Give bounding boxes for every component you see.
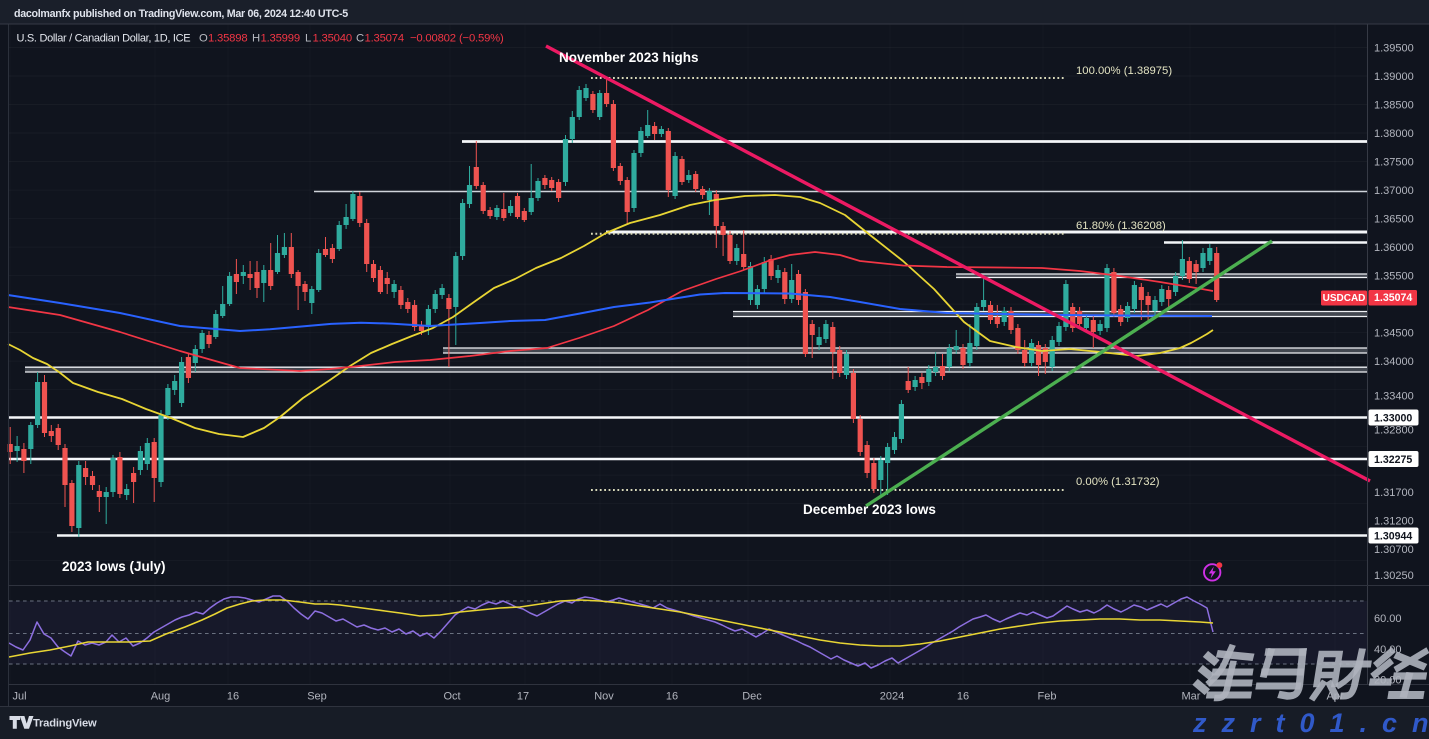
svg-text:H: H bbox=[252, 33, 260, 45]
svg-text:USDCAD: USDCAD bbox=[1323, 293, 1366, 304]
svg-text:100.00% (1.38975): 100.00% (1.38975) bbox=[1076, 65, 1172, 77]
svg-text:U.S. Dollar / Canadian Dollar,: U.S. Dollar / Canadian Dollar, 1D, ICE bbox=[17, 33, 191, 45]
svg-text:Jul: Jul bbox=[12, 691, 26, 703]
svg-text:16: 16 bbox=[666, 691, 678, 703]
svg-text:1.34000: 1.34000 bbox=[1374, 356, 1414, 368]
svg-text:61.80% (1.36208): 61.80% (1.36208) bbox=[1076, 220, 1166, 232]
svg-text:1.34500: 1.34500 bbox=[1374, 328, 1414, 340]
svg-text:TradingView: TradingView bbox=[33, 718, 97, 730]
svg-text:Dec: Dec bbox=[742, 691, 762, 703]
svg-text:1.38000: 1.38000 bbox=[1374, 128, 1414, 140]
svg-text:L: L bbox=[305, 33, 311, 45]
svg-text:1.31700: 1.31700 bbox=[1374, 487, 1414, 499]
svg-text:zzrt01.cn: zzrt01.cn bbox=[1192, 708, 1429, 738]
svg-text:Mar: Mar bbox=[1182, 691, 1201, 703]
svg-text:1.30700: 1.30700 bbox=[1374, 544, 1414, 556]
svg-text:0.00% (1.31732): 0.00% (1.31732) bbox=[1076, 476, 1160, 488]
svg-text:1.37500: 1.37500 bbox=[1374, 157, 1414, 169]
svg-text:1.36500: 1.36500 bbox=[1374, 214, 1414, 226]
svg-text:2023 lows (July): 2023 lows (July) bbox=[62, 559, 166, 574]
svg-text:1.35040: 1.35040 bbox=[313, 33, 352, 45]
svg-text:1.35898: 1.35898 bbox=[208, 33, 247, 45]
svg-text:2024: 2024 bbox=[880, 691, 904, 703]
svg-text:1.31200: 1.31200 bbox=[1374, 516, 1414, 528]
svg-text:Nov: Nov bbox=[594, 691, 614, 703]
svg-text:dacolmanfx published on Tradin: dacolmanfx published on TradingView.com,… bbox=[14, 8, 348, 20]
svg-text:November 2023 highs: November 2023 highs bbox=[559, 50, 699, 65]
svg-text:Aug: Aug bbox=[151, 691, 171, 703]
svg-text:1.35500: 1.35500 bbox=[1374, 271, 1414, 283]
svg-text:C: C bbox=[356, 33, 364, 45]
svg-text:1.32800: 1.32800 bbox=[1374, 425, 1414, 437]
svg-text:1.36000: 1.36000 bbox=[1374, 242, 1414, 254]
svg-text:1.33000: 1.33000 bbox=[1374, 413, 1412, 425]
svg-text:1.30250: 1.30250 bbox=[1374, 570, 1414, 582]
svg-text:16: 16 bbox=[957, 691, 969, 703]
svg-text:(−0.59%): (−0.59%) bbox=[459, 33, 504, 45]
svg-text:1.30944: 1.30944 bbox=[1374, 531, 1412, 543]
svg-text:Sep: Sep bbox=[307, 691, 327, 703]
svg-text:17: 17 bbox=[517, 691, 529, 703]
svg-text:−0.00802: −0.00802 bbox=[410, 33, 456, 45]
svg-text:1.39000: 1.39000 bbox=[1374, 71, 1414, 83]
svg-text:60.00: 60.00 bbox=[1374, 613, 1402, 625]
svg-text:16: 16 bbox=[227, 691, 239, 703]
svg-text:December 2023 lows: December 2023 lows bbox=[803, 502, 936, 517]
svg-text:O: O bbox=[199, 33, 208, 45]
svg-text:1.33400: 1.33400 bbox=[1374, 390, 1414, 402]
svg-text:Oct: Oct bbox=[443, 691, 460, 703]
svg-text:1.37000: 1.37000 bbox=[1374, 185, 1414, 197]
svg-text:Feb: Feb bbox=[1038, 691, 1057, 703]
svg-text:1.35999: 1.35999 bbox=[261, 33, 300, 45]
svg-text:1.39500: 1.39500 bbox=[1374, 43, 1414, 55]
svg-text:1.35074: 1.35074 bbox=[365, 33, 404, 45]
svg-text:1.38500: 1.38500 bbox=[1374, 100, 1414, 112]
svg-text:1.35074: 1.35074 bbox=[1374, 292, 1412, 304]
svg-text:1.32275: 1.32275 bbox=[1374, 454, 1412, 466]
